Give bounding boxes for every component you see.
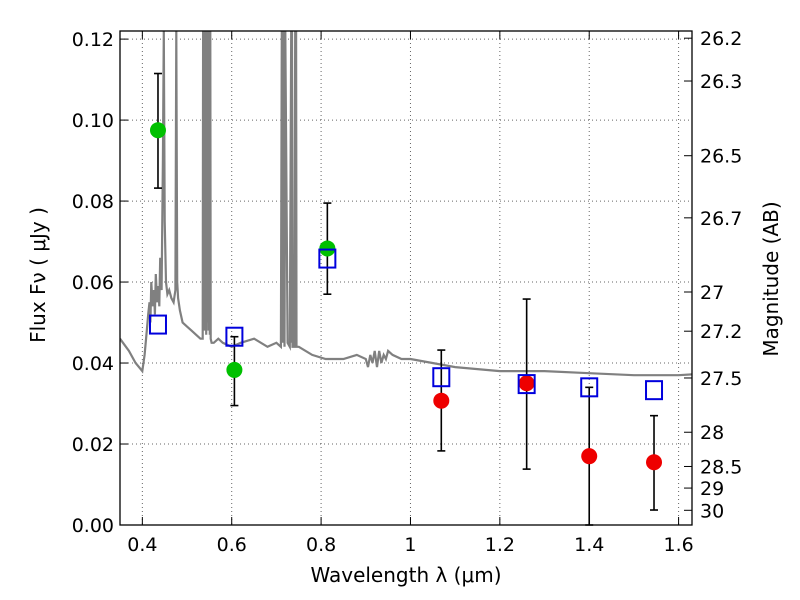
data-point xyxy=(433,392,450,409)
mag-tick-label: 27.2 xyxy=(700,321,742,343)
x-tick-label: 1.6 xyxy=(663,534,693,556)
data-point xyxy=(226,361,243,378)
mag-tick-label: 26.7 xyxy=(700,208,742,230)
mag-tick-label: 28 xyxy=(700,422,724,444)
x-tick-label: 1 xyxy=(404,534,416,556)
mag-tick-label: 29 xyxy=(700,478,724,500)
mag-tick-label: 30 xyxy=(700,500,724,522)
model-photometry-point xyxy=(318,248,337,269)
x-tick-label: 1.2 xyxy=(485,534,515,556)
y-tick-label: 0.04 xyxy=(72,353,114,375)
y-ticks: 0.00 0.02 0.04 0.06 0.08 0.10 0.12 xyxy=(72,29,128,537)
x-tick-label: 1.4 xyxy=(574,534,604,556)
model-photometry-point xyxy=(580,377,599,398)
mag-tick-label: 26.3 xyxy=(700,71,742,93)
data-point xyxy=(149,122,166,139)
y-tick-label: 0.10 xyxy=(72,110,114,132)
model-photometry-point xyxy=(432,367,451,388)
x-tick-label: 0.6 xyxy=(217,534,247,556)
y-tick-label: 0.02 xyxy=(72,434,114,456)
data-point xyxy=(319,240,336,257)
model-spectrum-line xyxy=(120,31,692,377)
mag-tick-label: 26.5 xyxy=(700,146,742,168)
model-photometry-point xyxy=(517,374,536,395)
data-point xyxy=(518,375,535,392)
mag-tick-label: 27.5 xyxy=(700,368,742,390)
x-ticks: 0.4 0.6 0.8 1 1.2 1.4 1.6 xyxy=(127,31,694,556)
y-tick-label: 0.06 xyxy=(72,272,114,294)
mag-tick-label: 28.5 xyxy=(700,456,742,478)
data-points xyxy=(148,72,664,526)
x-tick-label: 0.4 xyxy=(127,534,157,556)
y-tick-label: 0.08 xyxy=(72,191,114,213)
x-tick-label: 0.8 xyxy=(306,534,336,556)
mag-tick-label: 27 xyxy=(700,282,724,304)
model-spectrum-group xyxy=(120,31,692,377)
y-axis-label: Flux Fν ( μJy ) xyxy=(26,207,50,343)
data-point xyxy=(581,448,598,465)
y-tick-label: 0.12 xyxy=(72,29,114,51)
plot-frame xyxy=(119,30,693,526)
y-tick-label: 0.00 xyxy=(72,515,114,537)
x-axis-label: Wavelength λ (μm) xyxy=(310,563,501,587)
model-photometry-point xyxy=(645,380,664,401)
mag-tick-label: 26.2 xyxy=(700,28,742,50)
data-point xyxy=(646,454,663,471)
model-photometry-point xyxy=(225,326,244,347)
y2-axis-label: Magnitude (AB) xyxy=(759,201,783,356)
model-photometry-point xyxy=(148,314,167,335)
